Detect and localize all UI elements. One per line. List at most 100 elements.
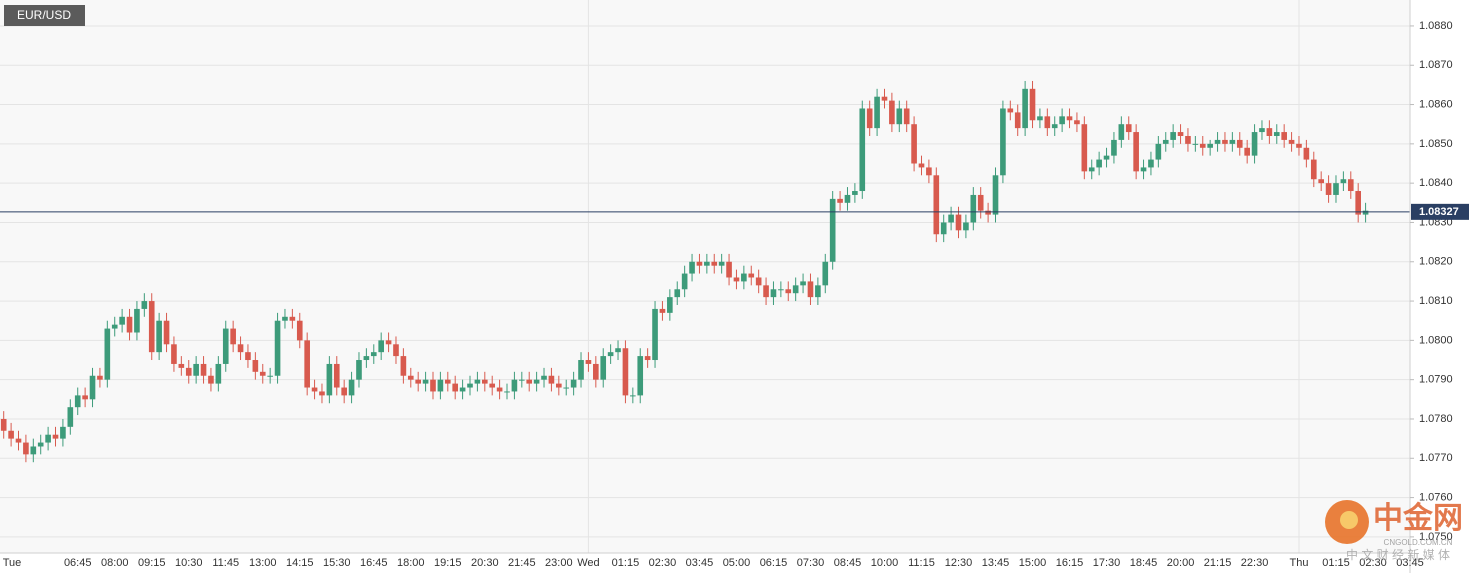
x-tick-label: 03:45 — [1396, 557, 1424, 569]
candle-body — [267, 375, 273, 377]
candle-body — [644, 356, 651, 361]
candle-body — [1318, 179, 1324, 184]
candle-body — [977, 194, 984, 211]
candle-body — [237, 344, 244, 353]
y-tick-label: 1.0780 — [1419, 413, 1453, 425]
candle-body — [1066, 116, 1073, 121]
candle-body — [333, 363, 340, 388]
chart-title: EUR/USD — [17, 8, 71, 22]
x-tick-label: 21:15 — [1204, 557, 1232, 569]
candle-body — [711, 261, 718, 266]
candle-body — [1000, 108, 1006, 176]
candle-body — [607, 352, 614, 357]
x-tick-label: 18:00 — [397, 557, 425, 569]
candle-body — [474, 379, 481, 384]
candle-body — [600, 356, 607, 380]
x-tick-label: 23:00 — [545, 557, 573, 569]
candle-body — [97, 375, 103, 380]
candle-body — [378, 340, 384, 353]
candle-body — [437, 379, 444, 392]
candle-body — [1103, 155, 1110, 160]
candle-body — [8, 430, 14, 439]
candle-body — [637, 356, 644, 396]
x-tick-label: 06:45 — [64, 557, 92, 569]
candle-body — [67, 407, 74, 427]
candle-body — [222, 328, 229, 364]
candle-body — [1014, 112, 1021, 129]
x-tick-label: 16:15 — [1056, 557, 1084, 569]
candle-body — [630, 395, 636, 397]
candle-body — [1148, 159, 1154, 168]
candle-body — [1177, 132, 1184, 136]
candle-body — [526, 379, 533, 384]
candle-body — [689, 261, 695, 274]
candle-body — [415, 379, 422, 384]
candle-body — [1310, 159, 1317, 180]
x-tick-label: 10:30 — [175, 557, 203, 569]
candle-body — [696, 261, 703, 266]
y-tick-label: 1.0790 — [1419, 374, 1453, 386]
candle-body — [156, 320, 162, 353]
candle-body — [481, 379, 488, 384]
candle-body — [511, 379, 518, 392]
candle-body — [1303, 147, 1310, 160]
candle-body — [82, 395, 88, 400]
candle-body — [1296, 143, 1302, 148]
candle-body — [992, 175, 999, 215]
candle-body — [385, 340, 392, 345]
candle-body — [1133, 132, 1139, 172]
candle-body — [356, 360, 362, 380]
x-tick-label: 20:30 — [471, 557, 499, 569]
x-tick-label: 20:00 — [1167, 557, 1195, 569]
candle-body — [245, 352, 251, 361]
last-price-label: 1.08327 — [1419, 206, 1459, 218]
candle-body — [319, 391, 325, 396]
candle-body — [593, 363, 599, 380]
candle-body — [1051, 124, 1058, 129]
candle-body — [104, 328, 111, 380]
candle-body — [829, 198, 836, 262]
candle-body — [570, 379, 577, 388]
candle-body — [171, 344, 177, 364]
candle-body — [23, 442, 29, 455]
candle-body — [785, 289, 792, 294]
candle-body — [1118, 124, 1125, 140]
candle-body — [578, 360, 584, 380]
x-tick-label: 13:45 — [982, 557, 1010, 569]
x-tick-label: 01:15 — [612, 557, 640, 569]
x-tick-label: Thu — [1289, 557, 1308, 569]
candle-body — [1288, 139, 1295, 144]
candle-body — [563, 387, 570, 389]
watermark-name: 中金网 — [1373, 501, 1463, 535]
x-tick-label: 06:15 — [760, 557, 788, 569]
candle-body — [704, 261, 710, 266]
candle-body — [45, 434, 51, 443]
y-tick-label: 1.0860 — [1419, 98, 1453, 110]
candle-body — [467, 383, 473, 388]
candle-body — [496, 387, 503, 392]
y-tick-label: 1.0820 — [1419, 256, 1453, 268]
candle-body — [193, 363, 199, 376]
x-tick-label: Tue — [3, 557, 22, 569]
candle-body — [963, 222, 969, 231]
candle-body — [163, 320, 170, 345]
candle-body — [792, 285, 799, 294]
candle-body — [985, 210, 991, 215]
candle-body — [667, 297, 673, 313]
candle-body — [200, 363, 207, 376]
candle-body — [866, 108, 873, 129]
candle-body — [311, 387, 318, 392]
candle-body — [1281, 132, 1287, 140]
candle-body — [126, 316, 133, 333]
candle-body — [1199, 143, 1206, 148]
candle-body — [940, 222, 947, 235]
candle-body — [718, 261, 725, 266]
candle-body — [1162, 139, 1169, 144]
candle-body — [926, 167, 932, 176]
candle-body — [348, 379, 355, 396]
candle-body — [1111, 139, 1117, 156]
candle-body — [837, 198, 843, 203]
candle-body — [770, 289, 777, 298]
x-tick-label: 11:15 — [908, 557, 935, 569]
candle-body — [185, 367, 192, 376]
